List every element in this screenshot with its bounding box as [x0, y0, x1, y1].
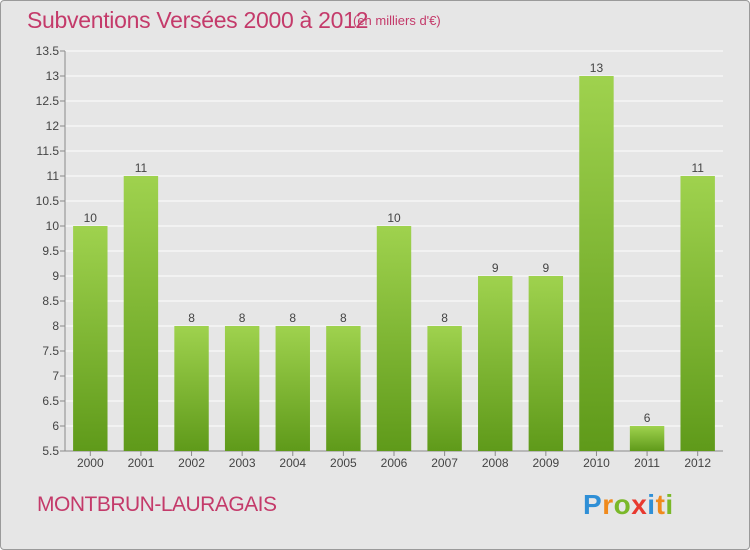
x-tick-label-2011: 2011	[634, 456, 660, 470]
y-tick-label: 5.5	[42, 444, 59, 458]
x-tick-label-2000: 2000	[77, 456, 104, 470]
x-tick-label-2001: 2001	[128, 456, 155, 470]
data-label-2007: 8	[441, 311, 448, 325]
x-tick-label-2002: 2002	[178, 456, 205, 470]
data-label-2006: 10	[387, 211, 401, 225]
logo-letter: x	[631, 489, 648, 520]
x-tick-label-2006: 2006	[381, 456, 408, 470]
bar-2004	[275, 326, 310, 451]
x-tick-label-2007: 2007	[431, 456, 458, 470]
y-tick-label: 6	[52, 419, 59, 433]
logo-letter: P	[583, 489, 603, 520]
bar-2012	[680, 176, 715, 451]
y-tick-label: 6.5	[42, 394, 59, 408]
data-label-2002: 8	[188, 311, 195, 325]
data-label-2009: 9	[543, 261, 550, 275]
y-tick-label: 10.5	[36, 194, 60, 208]
x-tick-label-2004: 2004	[279, 456, 306, 470]
data-label-2004: 8	[289, 311, 296, 325]
y-tick-label: 13	[46, 69, 60, 83]
logo-letter: t	[655, 489, 666, 520]
y-tick-label: 11	[47, 169, 60, 183]
bar-2002	[174, 326, 209, 451]
bar-2008	[478, 276, 513, 451]
bar-2009	[528, 276, 564, 451]
x-tick-label-2005: 2005	[330, 456, 357, 470]
chart-unit-label: (en milliers d'€)	[353, 13, 441, 28]
x-tick-label-2010: 2010	[583, 456, 610, 470]
logo-letter: o	[613, 489, 632, 520]
y-tick-label: 8	[52, 319, 59, 333]
y-tick-label: 9.5	[42, 244, 59, 258]
logo-letter: i	[647, 489, 656, 520]
y-tick-label: 9	[52, 269, 59, 283]
data-label-2012: 11	[691, 161, 704, 175]
bar-2006	[376, 226, 412, 451]
data-label-2000: 10	[84, 211, 98, 225]
logo-letter: r	[602, 489, 614, 520]
y-tick-label: 10	[46, 219, 60, 233]
x-tick-labels: 2000 2001 2002 2003 2004 2005 2006 2007 2008 2009…	[77, 456, 711, 470]
data-label-2010: 13	[590, 61, 604, 75]
y-tick-label: 7	[52, 369, 59, 383]
x-tick-label-2012: 2012	[684, 456, 711, 470]
y-tick-label: 12	[46, 119, 60, 133]
y-tick-label: 11.5	[37, 144, 60, 158]
data-label-2011: 6	[644, 411, 651, 425]
data-label-2003: 8	[239, 311, 246, 325]
bar-2005	[326, 326, 361, 451]
y-tick-label: 8.5	[42, 294, 59, 308]
y-tick-label: 13.5	[36, 44, 60, 58]
bar-2000	[73, 226, 108, 451]
y-tick-label: 12.5	[36, 94, 60, 108]
data-label-2008: 9	[492, 261, 499, 275]
bars	[73, 76, 715, 451]
data-label-2005: 8	[340, 311, 347, 325]
bar-2011	[629, 426, 665, 451]
data-labels: 10 11 8 8 8 8 10 8 9 9 13 6 11	[84, 61, 705, 425]
bar-2007	[427, 326, 462, 451]
commune-name: MONTBRUN-LAURAGAIS	[37, 493, 277, 516]
x-tick-label-2009: 2009	[532, 456, 559, 470]
chart-title: Subventions Versées 2000 à 2012	[27, 7, 369, 33]
bar-2001	[123, 176, 159, 451]
data-label-2001: 11	[135, 161, 148, 175]
y-tick-label: 7.5	[42, 344, 59, 358]
logo-letter: i	[665, 489, 674, 520]
proxiti-logo: Proxiti	[583, 489, 674, 521]
bar-2010	[579, 76, 614, 451]
x-tick-label-2003: 2003	[229, 456, 256, 470]
x-tick-label-2008: 2008	[482, 456, 509, 470]
y-tick-labels: 5.5 6 6.5 7 7.5 8 8.5 9 9.5 10 10.5 11 11.5 12 12.5 13 1…	[36, 44, 60, 458]
bar-2003	[224, 326, 260, 451]
